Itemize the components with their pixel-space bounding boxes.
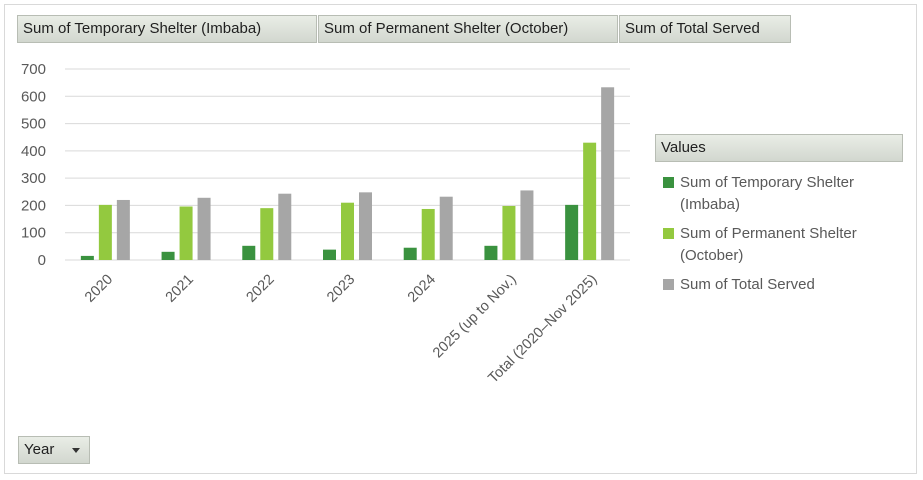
y-tick-label: 600 [21,88,46,105]
x-tick-label: 2020 [82,272,116,306]
legend-item-total-served[interactable]: Sum of Total Served [663,274,913,296]
y-tick-label: 700 [21,61,46,78]
y-tick-label: 500 [21,116,46,133]
x-tick-label: 2021 [163,272,197,306]
legend: Sum of Temporary Shelter (Imbaba) Sum of… [663,172,913,303]
field-button-total-served[interactable]: Sum of Total Served [619,15,791,43]
legend-swatch-temporary [663,177,674,188]
bar-permanent[interactable] [341,202,354,260]
bar-total[interactable] [601,87,615,260]
pivot-chart-frame [4,4,917,474]
bar-permanent[interactable] [502,205,516,260]
legend-label-total: Sum of Total Served [680,276,815,293]
bar-total[interactable] [520,190,534,260]
x-tick-label: 2022 [243,272,277,306]
y-tick-label: 300 [21,170,46,187]
legend-label-temporary: Sum of Temporary Shelter (Imbaba) [680,174,854,213]
bar-temporary[interactable] [80,255,94,260]
y-tick-label: 400 [21,143,46,160]
legend-swatch-total [663,279,674,290]
legend-header[interactable]: Values [655,134,903,162]
y-tick-label: 0 [38,252,46,269]
bar-total[interactable] [359,192,372,260]
field-button-temporary-shelter[interactable]: Sum of Temporary Shelter (Imbaba) [17,15,317,43]
bar-temporary[interactable] [403,247,417,260]
x-tick-label: 2023 [324,272,358,306]
legend-item-temporary-shelter[interactable]: Sum of Temporary Shelter (Imbaba) [663,172,913,216]
bar-temporary[interactable] [484,245,498,260]
y-tick-label: 100 [21,225,46,242]
bar-permanent[interactable] [260,208,274,260]
bar-permanent[interactable] [98,204,112,260]
dropdown-caret-icon[interactable] [72,448,80,453]
bar-temporary[interactable] [323,249,336,260]
bar-total[interactable] [116,199,130,260]
legend-item-permanent-shelter[interactable]: Sum of Permanent Shelter (October) [663,223,913,267]
legend-label-permanent: Sum of Permanent Shelter (October) [680,225,857,264]
bar-temporary[interactable] [565,204,579,260]
bar-temporary[interactable] [242,245,256,260]
legend-swatch-permanent [663,228,674,239]
year-axis-field-button[interactable]: Year [18,436,90,464]
bar-temporary[interactable] [161,251,175,260]
bar-total[interactable] [439,196,453,260]
bar-permanent[interactable] [421,208,435,260]
year-axis-label: Year [24,441,55,458]
bar-total[interactable] [197,197,211,260]
bar-total[interactable] [278,193,292,260]
bar-permanent[interactable] [583,142,597,260]
field-button-permanent-shelter[interactable]: Sum of Permanent Shelter (October) [318,15,618,43]
bar-permanent[interactable] [179,206,193,260]
y-tick-label: 200 [21,197,46,214]
x-tick-label: 2025 (up to Nov.) [430,272,520,362]
x-tick-label: 2024 [405,272,439,306]
